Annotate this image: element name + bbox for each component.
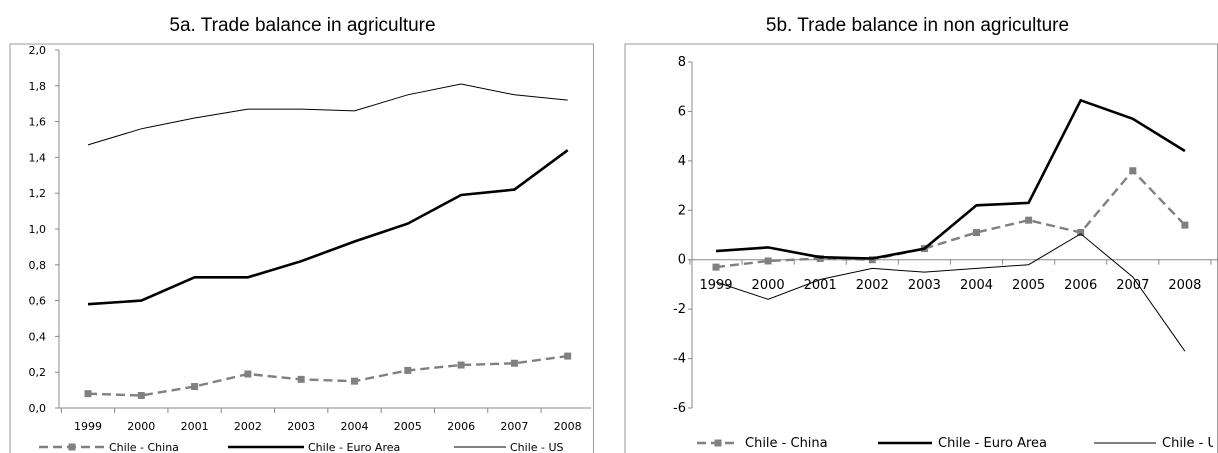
x-tick-label: 2001 <box>804 278 837 293</box>
legend-marker <box>714 439 722 447</box>
series-line-chile-euro-area <box>87 149 569 306</box>
y-tick-label: 0,0 <box>29 402 47 415</box>
x-tick-label: 1999 <box>74 420 102 433</box>
y-tick-label: 6 <box>678 104 686 119</box>
y-tick-label: 0,8 <box>29 259 47 272</box>
legend-label: Chile - Euro Area <box>938 436 1047 451</box>
legend-marker <box>68 443 76 451</box>
series-marker <box>457 361 465 369</box>
series-line-chile-china <box>715 168 1186 269</box>
x-tick-label: 2004 <box>960 278 993 293</box>
series-marker <box>297 375 305 383</box>
y-tick-label: 2 <box>678 203 686 218</box>
legend-label: Chile - US <box>510 441 564 453</box>
y-tick-label: 0,2 <box>29 366 47 379</box>
legend-label: Chile - US <box>1162 436 1218 451</box>
x-tick-label: 2008 <box>554 420 582 433</box>
x-tick-label: 2001 <box>181 420 209 433</box>
chart-frame <box>9 43 594 453</box>
y-tick-label: 0 <box>678 253 686 268</box>
x-tick-label: 2002 <box>856 278 889 293</box>
series-line-chile-us <box>87 83 568 146</box>
x-tick-label: 1999 <box>699 278 732 293</box>
series-marker <box>137 391 145 399</box>
y-tick-label: -4 <box>673 352 686 367</box>
chart-b-title: 5b. Trade balance in non agriculture <box>765 15 1070 36</box>
x-tick-label: 2003 <box>908 278 941 293</box>
x-tick-label: 2005 <box>1012 278 1045 293</box>
y-tick-label: 1,8 <box>29 80 47 93</box>
series-line-chile-euro-area <box>715 98 1186 260</box>
x-tick-label: 2007 <box>1116 278 1149 293</box>
x-tick-label: 2000 <box>752 278 785 293</box>
series-line-chile-us <box>715 233 1186 352</box>
x-tick-label: 2006 <box>447 420 475 433</box>
series-marker <box>510 359 518 367</box>
x-tick-label: 2007 <box>500 420 528 433</box>
x-tick-label: 2006 <box>1064 278 1097 293</box>
y-tick-label: 1,6 <box>29 116 47 129</box>
x-tick-label: 2004 <box>341 420 369 433</box>
series-marker <box>1025 216 1033 224</box>
series-marker <box>973 229 980 237</box>
chart-a: 0,0 0,2 0,4 0,6 0,8 1,0 1,2 1,4 1,6 1,8 2,0 1999 200… <box>9 43 594 453</box>
y-tick-label: 4 <box>678 154 686 169</box>
y-tick-label: 1,0 <box>29 223 47 236</box>
y-tick-label: 0,4 <box>29 330 47 343</box>
chart-b: -6 -4 -2 0 2 4 6 8 1999 2000 2001 2002 2003 2004 2005 2… <box>624 43 1218 453</box>
y-tick-label: 2,0 <box>29 44 47 57</box>
x-tick-label: 2003 <box>287 420 315 433</box>
series-marker <box>84 390 92 398</box>
x-tick-label: 2005 <box>394 420 422 433</box>
y-tick-label: -2 <box>673 302 686 317</box>
legend-label: Chile - China <box>745 436 828 451</box>
y-tick-label: 1,2 <box>29 187 47 200</box>
series-marker <box>1181 221 1189 229</box>
series-marker <box>564 352 572 360</box>
legend-label: Chile - China <box>109 441 179 453</box>
x-tick-label: 2002 <box>234 420 262 433</box>
series-marker <box>764 257 772 265</box>
series-line-chile-china <box>87 354 568 397</box>
series-marker <box>351 377 358 385</box>
series-marker <box>712 263 720 271</box>
legend-label: Chile - Euro Area <box>308 441 400 453</box>
chart-a-title: 5a. Trade balance in agriculture <box>169 15 436 36</box>
series-marker <box>1077 229 1085 237</box>
series-marker <box>1129 167 1137 175</box>
y-tick-label: 0,6 <box>29 295 47 308</box>
series-marker <box>404 366 412 374</box>
x-tick-label: 2000 <box>127 420 155 433</box>
series-marker <box>244 370 252 378</box>
y-tick-label: -6 <box>673 401 686 416</box>
y-tick-label: 1,4 <box>29 151 47 164</box>
x-tick-label: 2008 <box>1168 278 1201 293</box>
y-tick-label: 8 <box>678 55 686 70</box>
series-marker <box>191 383 199 391</box>
